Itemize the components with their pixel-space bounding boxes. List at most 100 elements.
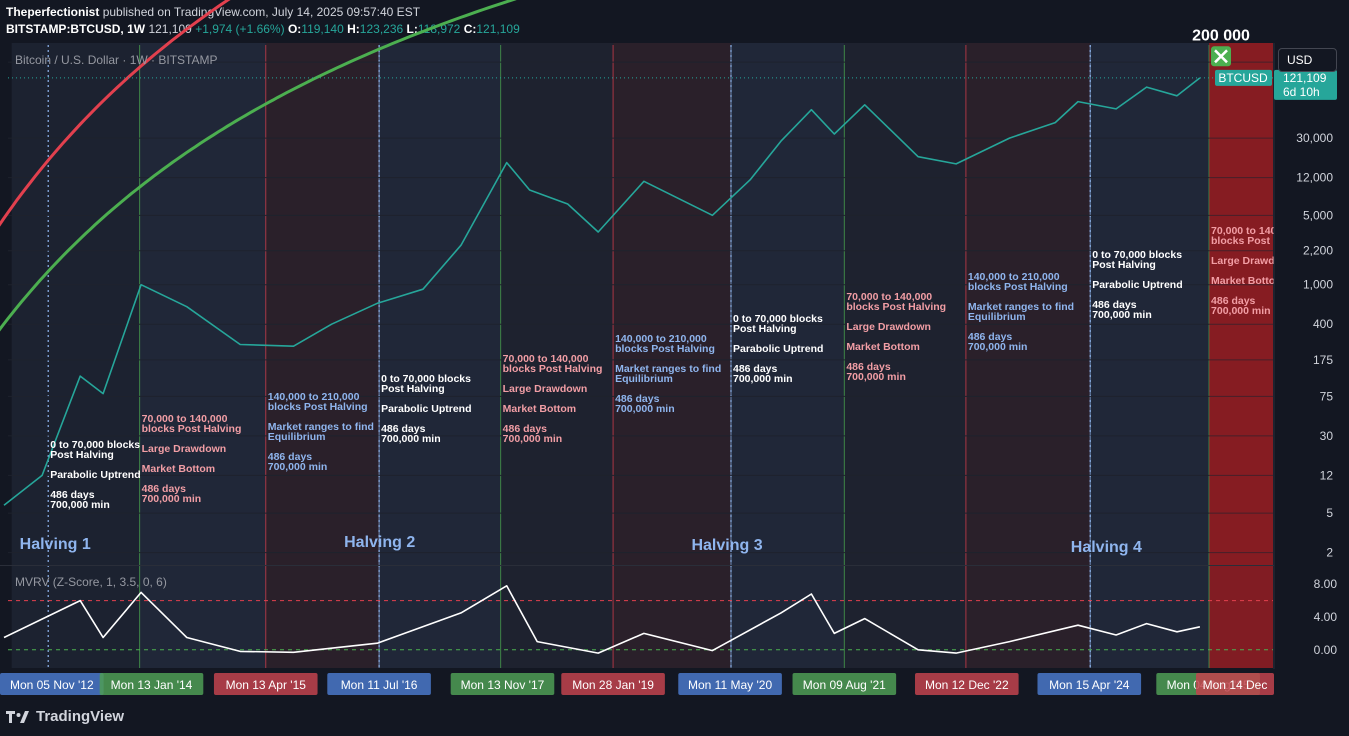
phase-annotation-text: 70,000 to 140,000 [503,353,589,365]
phase-annotation-text: Equilibrium [615,373,673,385]
phase-annotation-text: 700,000 min [142,493,202,505]
close-value: 121,109 [476,22,520,36]
price-change: +1,974 (+1.66%) [195,22,285,36]
indicator-axis-tick: 0.00 [1314,643,1338,657]
phase-annotation-text: 486 days [50,489,95,501]
high-value: 123,236 [359,22,404,36]
time-axis-tick: Mon 11 Jul '16 [341,678,418,692]
symbol-info: BITSTAMP:BTCUSD, 1W 121,109 +1,974 (+1.6… [6,22,520,36]
price-axis-tick: 1,000 [1303,278,1333,292]
indicator-axis-tick: 8.00 [1314,577,1338,591]
phase-annotation-text: Equilibrium [968,311,1026,323]
brand-name: TradingView [36,708,125,725]
phase-annotation-text: 0 to 70,000 blocks [381,373,471,385]
phase-annotation-text: Post Halving [381,383,445,395]
price-tag-countdown: 6d 10h [1283,85,1320,99]
tradingview-logo[interactable]: TradingView [6,708,124,725]
upper-band-line [0,0,231,227]
phase-annotation-text: Market Bottom [503,403,577,415]
phase-annotation-text: 486 days [846,361,891,373]
price-axis-tick: 2,200 [1303,244,1333,258]
phase-shading [265,43,380,668]
phase-annotation-text: 700,000 min [1211,305,1271,317]
phase-annotation-text: Market ranges to find [615,363,721,375]
phase-annotation-text: Parabolic Uptrend [381,403,471,415]
phase-annotation-text: Market Bottom [846,341,920,353]
phase-annotation-text: Parabolic Uptrend [50,469,140,481]
tradingview-logo-icon [6,710,29,723]
phase-annotation-text: 486 days [968,331,1013,343]
open-value: 119,140 [301,22,344,36]
close-label: C: [463,22,477,36]
phase-shading [379,43,501,668]
indicator-axis-tick: 4.00 [1314,610,1338,624]
phase-annotation-text: Large Drawdown [846,321,931,333]
low-value: 118,972 [417,22,461,36]
halving-label: Halving 3 [691,537,762,554]
price-axis-tick: 75 [1320,389,1334,403]
phase-annotation-text: Parabolic Uptrend [1092,279,1182,291]
time-axis-tick: Mon 09 Aug '21 [803,678,886,692]
time-axis-tick: Mon 28 Jan '19 [572,678,654,692]
mvrv-series-line [3,585,1201,654]
price-axis [1274,43,1349,669]
phase-shading [11,43,140,668]
phase-annotation-text: Market ranges to find [968,301,1074,313]
time-axis-tick-box [0,673,104,695]
time-axis-tick: Mon 13 Nov '17 [461,678,545,692]
price-axis-tick: 30 [1320,429,1334,443]
phase-annotation-text: blocks Post Halving [968,281,1068,293]
phase-annotation-text: blocks Post Halving [846,301,946,313]
time-axis-tick-box [792,673,897,695]
phase-annotation-text: 0 to 70,000 blocks [733,313,823,325]
time-axis-tick-box [213,673,318,695]
phase-annotation-text: Parabolic Uptrend [733,343,823,355]
phase-annotation-text: blocks Post Halving [142,423,242,435]
publish-info: Theperfectionist published on TradingVie… [6,5,420,19]
symbol-name[interactable]: BITSTAMP:BTCUSD, 1W [6,22,146,36]
price-tag-value: 121,109 [1283,71,1327,85]
time-axis-tick: Mon 11 May '20 [688,678,772,692]
halving-label: Halving 4 [1071,539,1142,556]
phase-annotation-text: 700,000 min [968,341,1028,353]
price-series-line [3,77,1201,506]
open-label: O: [287,22,302,36]
phase-annotation-text: 700,000 min [615,403,675,415]
high-label: H: [347,22,360,36]
time-axis-tick: Mon 15 Apr '24 [1049,678,1130,692]
phase-annotation-text: blocks Post Halving [615,343,715,355]
phase-annotation-text: 486 days [1211,295,1256,307]
chart-background [0,43,1274,668]
time-axis-tick: Mon 14 Dec [1203,678,1268,692]
phase-annotation-text: Equilibrium [268,431,326,443]
price-axis-tick: 5,000 [1303,208,1333,222]
phase-shading [965,43,1091,668]
target-close-icon [1214,49,1228,64]
price-axis-tick: 400 [1313,317,1333,331]
time-axis-tick: Mon 12 Dec '22 [925,678,1009,692]
phase-annotation-text: Post Halving [50,449,114,461]
price-axis-tick: 2 [1326,546,1333,560]
phase-annotation-text: 700,000 min [503,433,563,445]
time-axis-tick-box [327,673,431,695]
phase-annotation-text: 140,000 to 210,000 [968,271,1060,283]
price-axis-tick: 175 [1313,353,1333,367]
projection-overlay [1209,43,1273,565]
phase-annotation-text: 700,000 min [733,373,793,385]
indicator-label: MVRV (Z-Score, 1, 3.5, 0, 6) [15,575,167,589]
publish-text: published on TradingView.com, July 14, 2… [102,5,421,19]
symbol-tag [1215,69,1272,86]
phase-annotation-text: 700,000 min [50,499,110,511]
currency-button[interactable]: USD [1278,48,1337,72]
author-name[interactable]: Theperfectionist [6,5,100,19]
halving-label: Halving 1 [20,536,91,553]
price-axis-tick: 5 [1326,506,1333,520]
chart-legend-title: Bitcoin / U.S. Dollar · 1W · BITSTAMP [15,53,217,67]
price-axis-tick: 30,000 [1296,131,1333,145]
time-axis-tick-box [99,673,204,695]
phase-annotation-text: 700,000 min [268,461,328,473]
phase-annotation-text: 486 days [503,423,548,435]
phase-annotation-text: Large Drawdown [142,443,227,455]
phase-annotation-text: blocks Post Halving [268,401,368,413]
